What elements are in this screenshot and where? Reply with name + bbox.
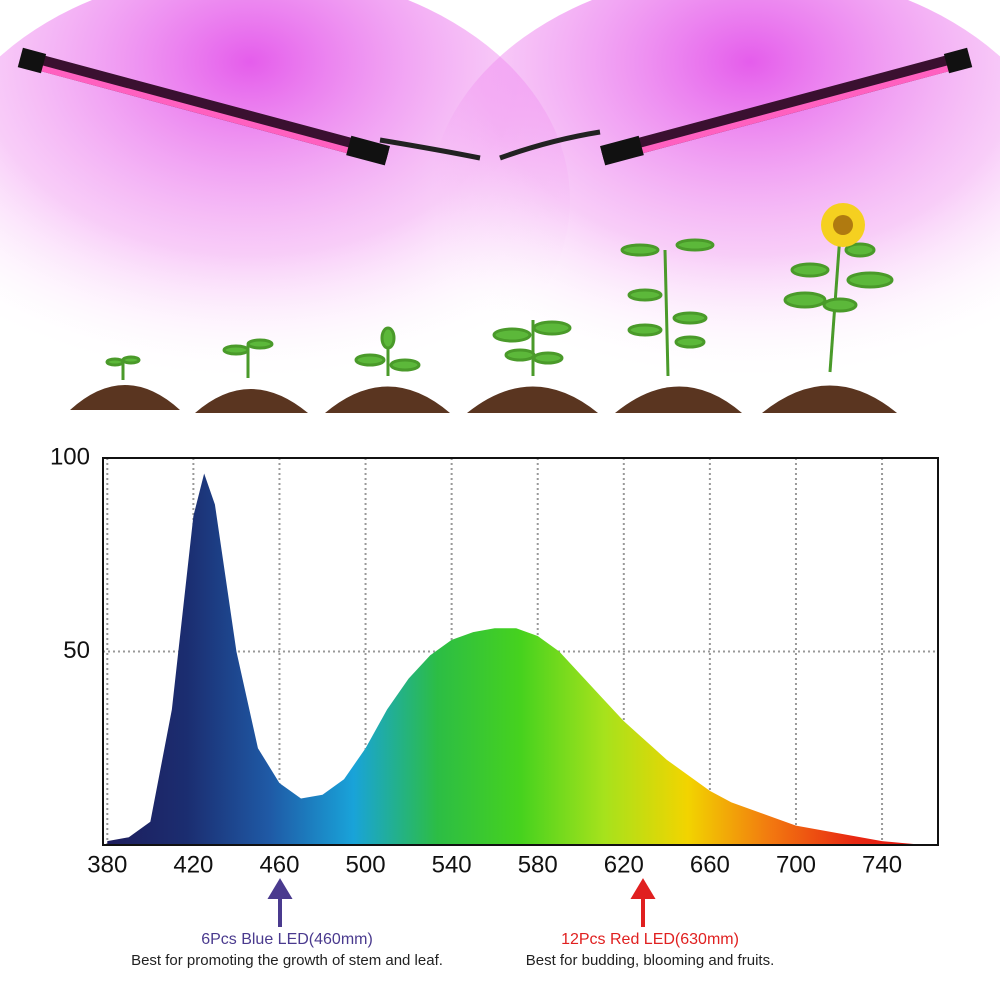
spectrum-chart: 50 100 380 420 460 500 540 580 620 660 700 740 6Pcs … — [50, 443, 939, 969]
x-tick-label: 740 — [862, 851, 902, 878]
x-tick-label: 540 — [432, 851, 472, 878]
x-tick-label: 620 — [604, 851, 644, 878]
x-tick-label: 460 — [259, 851, 299, 878]
x-tick-label: 380 — [87, 851, 127, 878]
y-tick-label: 50 — [63, 637, 90, 664]
annotation-note: Best for budding, blooming and fruits. — [526, 952, 774, 969]
arrow — [267, 878, 293, 927]
annotation-note: Best for promoting the growth of stem an… — [131, 952, 443, 969]
y-tick-label: 100 — [50, 443, 90, 470]
annotation-title: 12Pcs Red LED(630mm) — [561, 931, 739, 948]
plot-border — [102, 457, 939, 846]
x-tick-label: 420 — [173, 851, 213, 878]
x-tick-label: 580 — [518, 851, 558, 878]
annotation-title: 6Pcs Blue LED(460mm) — [201, 931, 373, 948]
arrow — [630, 878, 656, 927]
grow-light-illustration — [0, 0, 1000, 430]
x-tick-label: 500 — [346, 851, 386, 878]
x-tick-label: 660 — [690, 851, 730, 878]
spectrum-area — [107, 473, 926, 845]
x-tick-label: 700 — [776, 851, 816, 878]
